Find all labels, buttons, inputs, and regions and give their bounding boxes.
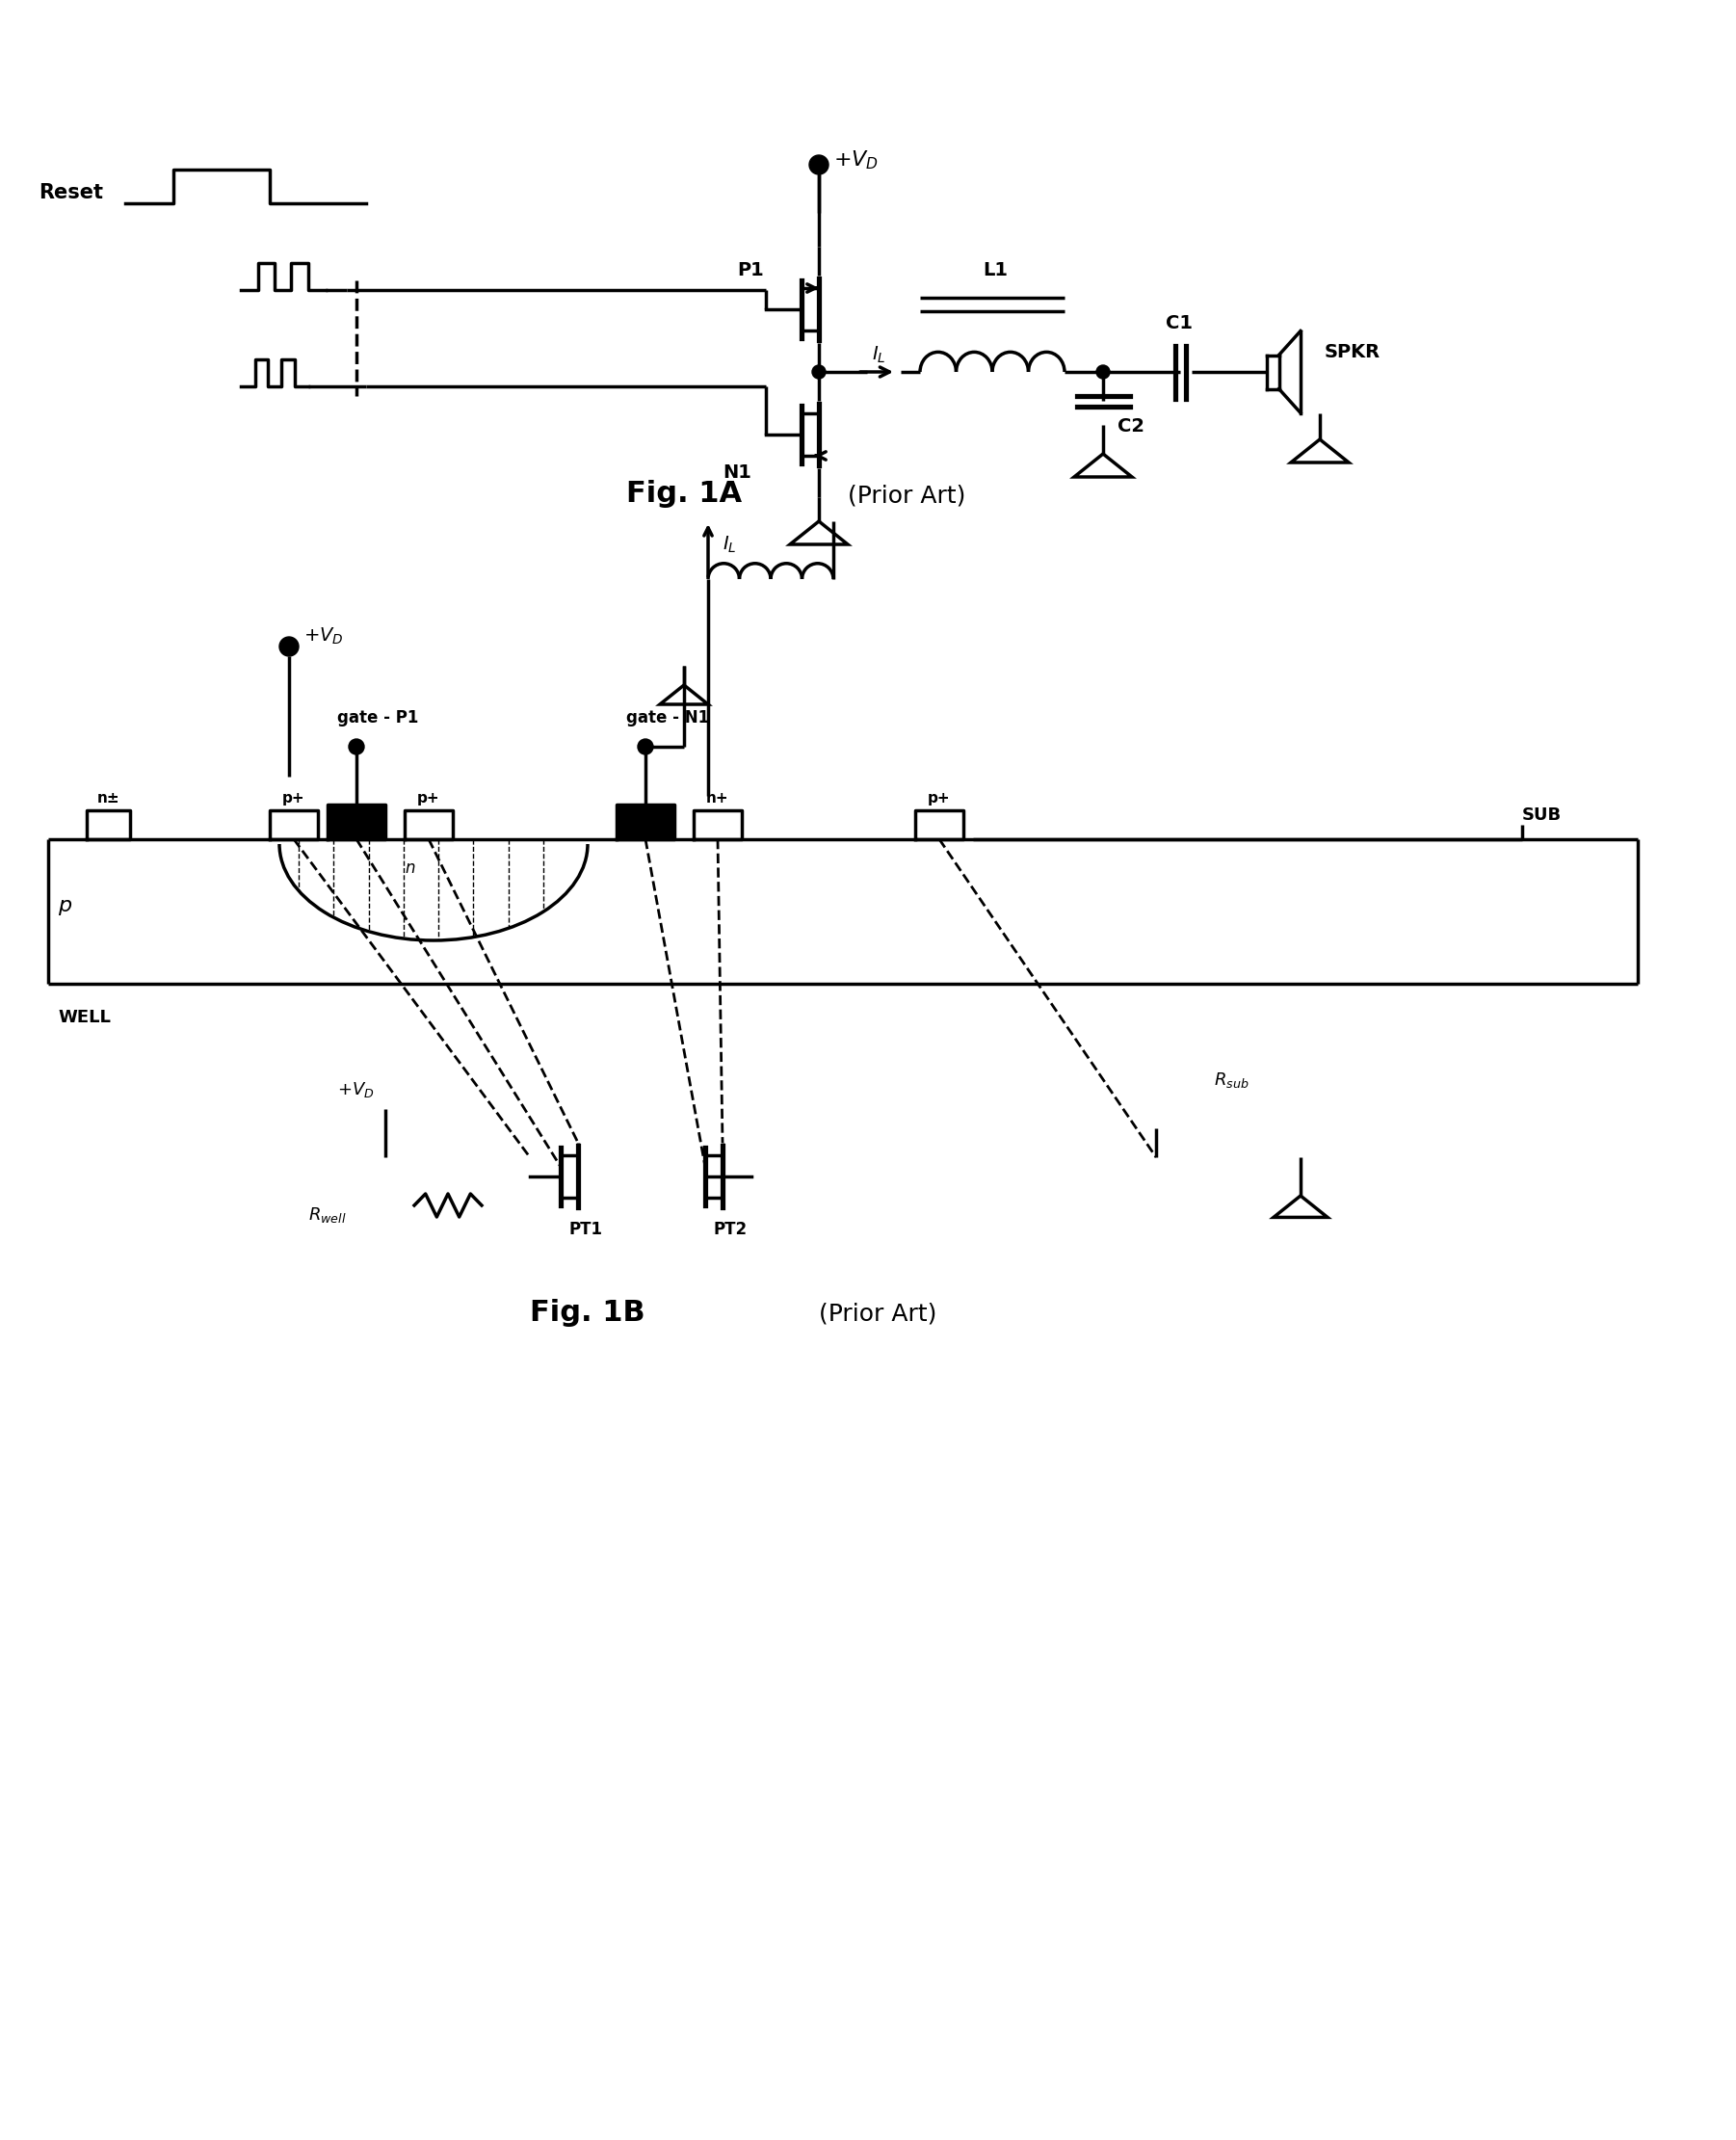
Text: $I_L$: $I_L$: [722, 535, 736, 554]
Circle shape: [809, 154, 828, 173]
Text: $R_{sub}$: $R_{sub}$: [1213, 1070, 1248, 1089]
Text: C2: C2: [1118, 417, 1144, 437]
Text: (Prior Art): (Prior Art): [847, 484, 965, 507]
Text: p+: p+: [283, 792, 306, 805]
Text: N1: N1: [722, 464, 752, 482]
Circle shape: [349, 738, 365, 755]
Text: n+: n+: [707, 792, 729, 805]
Polygon shape: [328, 805, 385, 839]
Text: n: n: [404, 860, 415, 877]
Text: Fig. 1B: Fig. 1B: [529, 1299, 646, 1327]
Circle shape: [637, 738, 653, 755]
Text: SUB: SUB: [1522, 807, 1562, 824]
Text: gate - N1: gate - N1: [627, 708, 710, 725]
Text: Fig. 1A: Fig. 1A: [627, 479, 741, 507]
Text: L1: L1: [983, 261, 1007, 280]
Circle shape: [812, 366, 826, 379]
Text: p: p: [57, 897, 71, 916]
Text: (Prior Art): (Prior Art): [819, 1303, 937, 1327]
Text: gate - P1: gate - P1: [337, 708, 418, 725]
Circle shape: [279, 638, 299, 657]
Text: $+V_D$: $+V_D$: [337, 1081, 375, 1100]
Text: WELL: WELL: [57, 1008, 111, 1027]
Text: p+: p+: [929, 792, 951, 805]
Text: $+V_D$: $+V_D$: [304, 627, 344, 646]
Text: $I_L$: $I_L$: [871, 345, 885, 366]
Text: P1: P1: [738, 261, 764, 280]
Text: $+V_D$: $+V_D$: [833, 148, 878, 171]
Text: SPKR: SPKR: [1325, 342, 1380, 362]
Circle shape: [1097, 366, 1109, 379]
Text: PT2: PT2: [713, 1220, 746, 1239]
Text: Reset: Reset: [38, 184, 102, 203]
Text: $R_{well}$: $R_{well}$: [309, 1205, 347, 1224]
Text: n±: n±: [97, 792, 120, 805]
Text: PT1: PT1: [568, 1220, 602, 1239]
Text: C1: C1: [1165, 315, 1193, 332]
Text: p+: p+: [417, 792, 441, 805]
Polygon shape: [616, 805, 674, 839]
